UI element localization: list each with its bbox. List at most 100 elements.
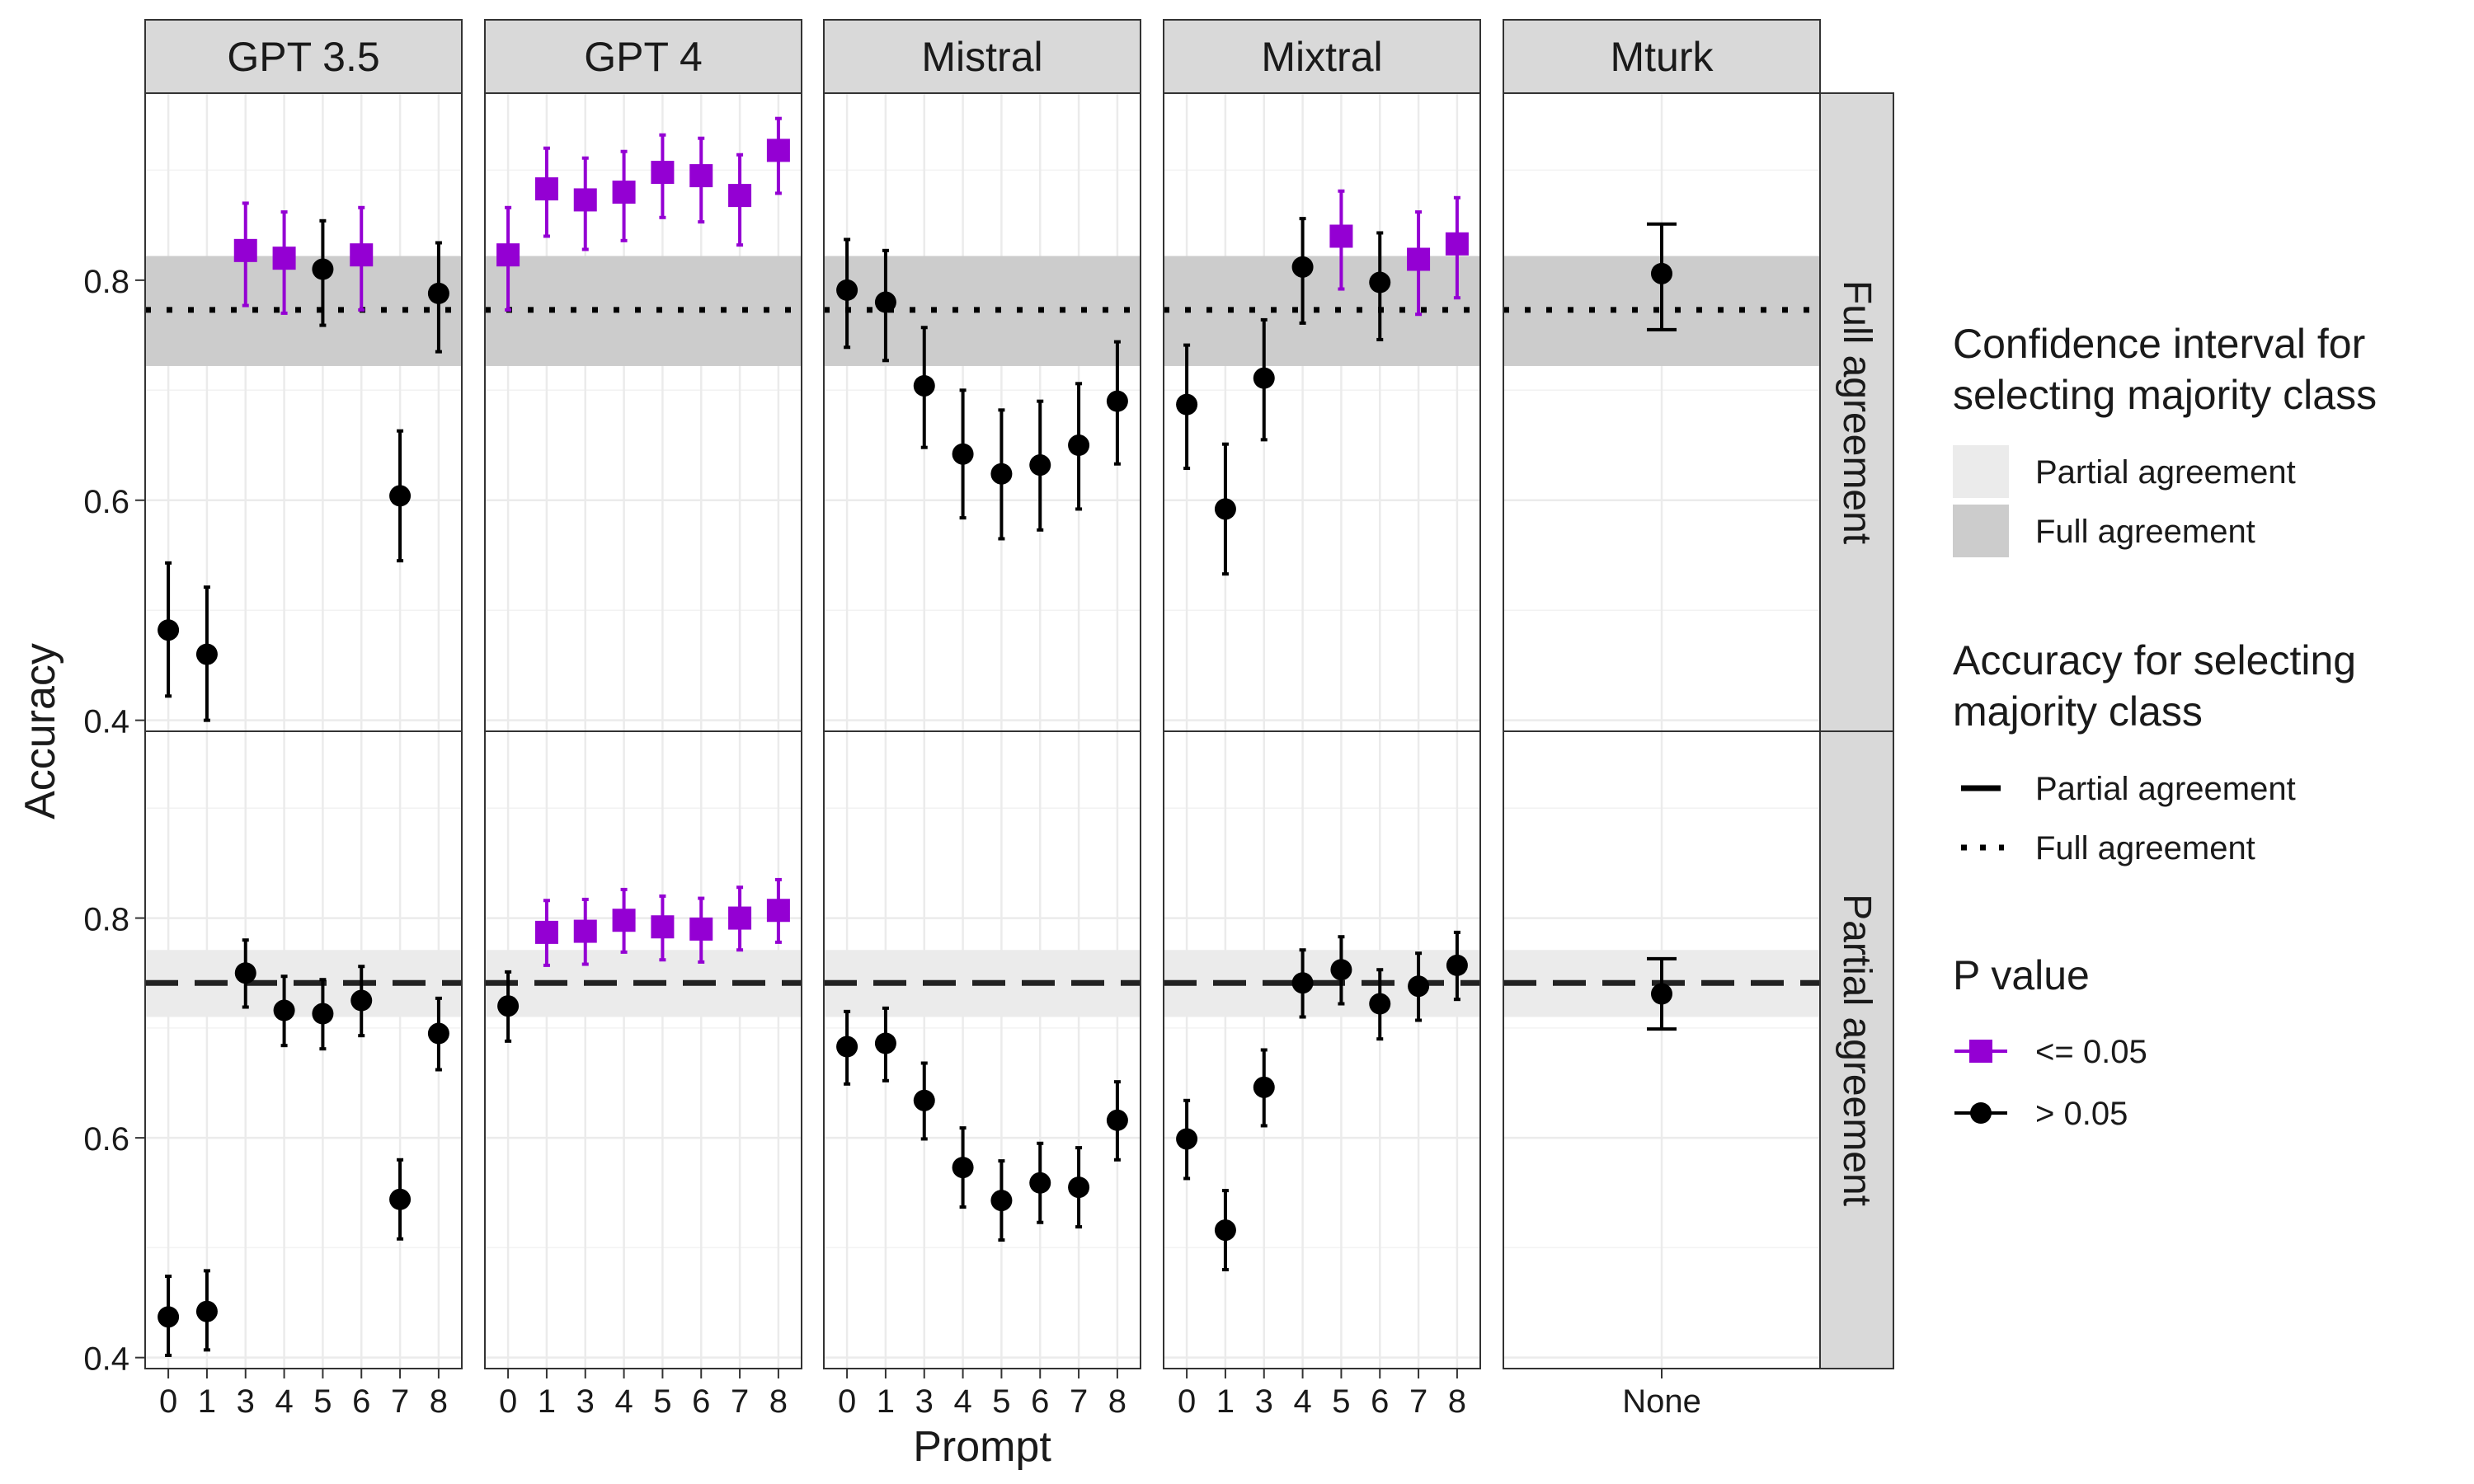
x-tick-label: 5 <box>313 1383 332 1420</box>
data-point-square <box>350 243 374 267</box>
panel-mturk-partial-agreement <box>1503 730 1821 1369</box>
data-point-square <box>612 909 636 932</box>
x-tick-label: 0 <box>159 1383 177 1420</box>
legend-ci-label-full: Full agreement <box>2035 514 2255 550</box>
y-tick-label: 0.8 <box>83 264 129 300</box>
legend-acc-title-line2: majority class <box>1953 688 2203 735</box>
data-point-circle <box>1068 434 1090 457</box>
data-point-circle <box>1176 393 1198 416</box>
panel-mixtral-partial-agreement <box>1163 730 1481 1369</box>
data-point-square <box>728 184 752 208</box>
data-point-square <box>651 161 675 185</box>
panel-mturk-full-agreement <box>1503 92 1821 732</box>
panel-background <box>145 93 462 731</box>
data-point-circle <box>913 1089 935 1111</box>
data-point-square <box>766 899 790 923</box>
data-point-circle <box>158 619 180 641</box>
legend-ci-swatch-full <box>1953 505 2009 557</box>
legend-p-circle-ns <box>1970 1102 1992 1124</box>
facet-label-mixtral: Mixtral <box>1261 34 1382 80</box>
data-point-circle <box>389 485 412 507</box>
x-tick-label: None <box>1622 1383 1701 1420</box>
legend-p-square-sig <box>1969 1040 1992 1063</box>
y-tick-label: 0.4 <box>83 1341 129 1378</box>
legend-acc-title-line1: Accuracy for selecting <box>1953 637 2356 683</box>
legend-p-label-ns: > 0.05 <box>2035 1096 2128 1132</box>
y-tick-label: 0.8 <box>83 902 129 938</box>
data-point-square <box>1445 232 1469 256</box>
data-point-circle <box>952 443 974 465</box>
y-tick-label: 0.4 <box>83 704 129 740</box>
data-point-circle <box>874 1032 896 1054</box>
x-tick-label: 5 <box>1332 1383 1350 1420</box>
data-point-circle <box>1214 498 1236 520</box>
data-point-circle <box>1176 1128 1198 1150</box>
x-tick-label: 8 <box>1108 1383 1126 1420</box>
data-point-square <box>534 920 558 944</box>
data-point-circle <box>234 962 256 984</box>
data-point-circle <box>952 1157 974 1179</box>
data-point-circle <box>350 989 373 1012</box>
x-tick-label: 3 <box>576 1383 595 1420</box>
x-tick-label: 6 <box>1371 1383 1389 1420</box>
row-label-partial-agreement: Partial agreement <box>1835 894 1879 1206</box>
x-tick-label: 0 <box>499 1383 517 1420</box>
data-point-square <box>534 177 558 201</box>
data-point-square <box>728 906 752 930</box>
data-point-circle <box>1369 993 1391 1015</box>
panel-gpt-3-5-full-agreement <box>144 92 463 732</box>
x-tick-label: 1 <box>877 1383 895 1420</box>
x-tick-label: 7 <box>1070 1383 1088 1420</box>
data-point-circle <box>427 282 449 304</box>
legend-ci-label-partial: Partial agreement <box>2035 454 2296 491</box>
facet-strip-gpt-4 <box>484 19 802 94</box>
data-point-circle <box>1291 256 1314 278</box>
x-tick-label: 1 <box>538 1383 556 1420</box>
data-point-circle <box>990 463 1013 485</box>
x-tick-label: 8 <box>1448 1383 1466 1420</box>
panel-background <box>1164 93 1480 731</box>
data-point-circle <box>312 258 334 280</box>
panel-gpt-3-5-partial-agreement <box>144 730 463 1369</box>
x-tick-label: 4 <box>953 1383 971 1420</box>
data-point-circle <box>1369 271 1391 294</box>
panel-mistral-full-agreement <box>823 92 1141 732</box>
facet-strip-mistral <box>823 19 1141 94</box>
data-point-circle <box>1651 983 1672 1005</box>
data-point-circle <box>1330 959 1352 981</box>
facet-strip-gpt-3-5 <box>144 19 463 94</box>
data-point-square <box>612 181 636 204</box>
confidence-band <box>1164 256 1480 366</box>
panel-background <box>485 93 802 731</box>
panel-background <box>824 93 1141 731</box>
data-point-circle <box>1068 1176 1090 1199</box>
data-point-square <box>1407 247 1431 271</box>
x-axis-title: Prompt <box>913 1423 1051 1471</box>
data-point-circle <box>312 1003 334 1025</box>
x-tick-label: 7 <box>391 1383 409 1420</box>
x-tick-label: 6 <box>692 1383 710 1420</box>
x-tick-label: 7 <box>1409 1383 1427 1420</box>
data-point-circle <box>1651 262 1672 284</box>
data-point-circle <box>1029 1172 1051 1194</box>
legend-ci-swatch-partial <box>1953 445 2009 498</box>
legend-acc-label-partial: Partial agreement <box>2035 771 2296 807</box>
panel-mixtral-full-agreement <box>1163 92 1481 732</box>
x-tick-label: 4 <box>614 1383 633 1420</box>
data-point-circle <box>913 374 935 397</box>
facet-label-gpt-3-5: GPT 3.5 <box>227 34 379 80</box>
data-point-square <box>573 188 597 212</box>
panel-background <box>1164 731 1480 1369</box>
panel-background <box>485 731 802 1369</box>
x-tick-label: 3 <box>915 1383 934 1420</box>
data-point-circle <box>195 643 218 665</box>
panel-border <box>823 730 1141 1369</box>
data-point-square <box>766 139 790 162</box>
facet-strip-mixtral <box>1163 19 1481 94</box>
legend-p-title: P value <box>1953 952 2090 998</box>
data-point-circle <box>1106 390 1128 412</box>
data-point-circle <box>273 999 295 1021</box>
data-point-circle <box>874 291 896 313</box>
data-point-circle <box>1106 1109 1128 1131</box>
